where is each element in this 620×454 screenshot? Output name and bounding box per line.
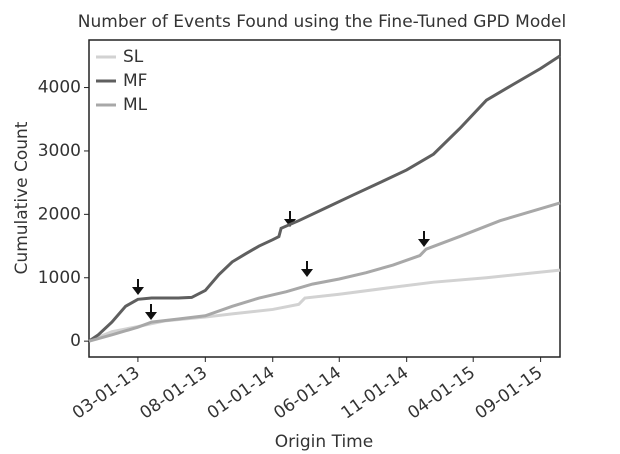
series-line [88,54,561,343]
x-axis-label: Origin Time [275,432,373,452]
x-tick-label: 08-01-13 [136,363,211,424]
series-line [88,201,561,343]
x-tick-label: 11-01-14 [338,363,413,424]
x-tick-label: 03-01-13 [69,363,144,424]
legend-label: MF [123,71,147,91]
x-tick-label: 04-01-15 [404,363,479,424]
legend-label: ML [123,95,148,115]
x-tick-label: 01-01-14 [204,363,279,424]
y-tick-label: 4000 [38,78,81,98]
y-tick-label: 1000 [38,268,81,288]
y-tick-label: 0 [70,331,81,351]
x-tick-label: 09-01-15 [472,363,547,424]
plot-frame [88,39,561,358]
legend-label: SL [123,47,144,67]
x-tick-label: 06-01-14 [270,363,345,424]
chart-title: Number of Events Found using the Fine-Tu… [78,12,566,32]
y-tick-label: 2000 [38,204,81,224]
y-tick-label: 3000 [38,141,81,161]
y-axis-label: Cumulative Count [12,121,32,274]
